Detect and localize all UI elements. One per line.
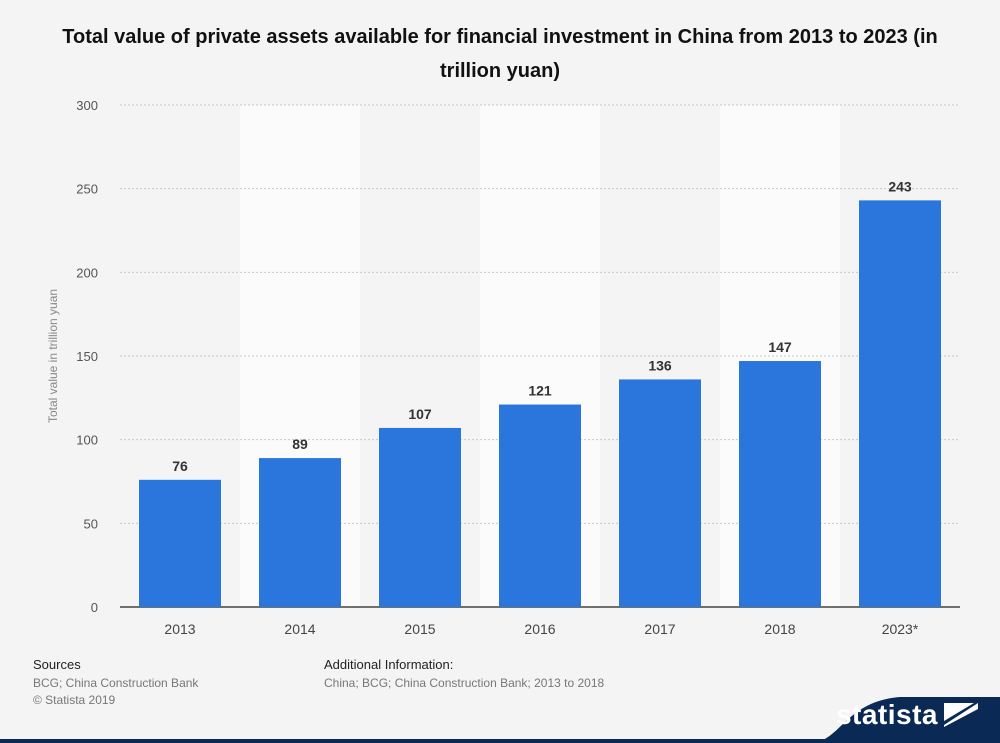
statista-brand[interactable]: statista [770, 683, 1000, 743]
bar [259, 458, 341, 607]
x-tick-label: 2014 [284, 621, 315, 637]
bar [739, 361, 821, 607]
y-tick-label: 300 [76, 98, 98, 113]
sources-label: Sources [33, 657, 81, 672]
data-label: 121 [528, 383, 552, 399]
data-label: 76 [172, 458, 188, 474]
y-tick-label: 150 [76, 349, 98, 364]
x-tick-label: 2023* [882, 621, 919, 637]
statista-logo-icon [944, 703, 978, 727]
sources-text: BCG; China Construction Bank [33, 676, 199, 690]
y-tick-label: 50 [84, 516, 98, 531]
data-label: 89 [292, 436, 308, 452]
bar [859, 200, 941, 607]
bar-chart: 0 50 100 150 200 250 300 Total value in trillio… [46, 98, 960, 637]
bar [619, 379, 701, 607]
additional-info-label: Additional Information: [324, 657, 454, 672]
y-axis-title: Total value in trillion yuan [46, 289, 60, 423]
brand-name: statista [835, 699, 938, 730]
y-tick-label: 100 [76, 433, 98, 448]
x-tick-label: 2013 [164, 621, 195, 637]
x-tick-label: 2016 [524, 621, 555, 637]
bar [379, 427, 461, 607]
data-label: 147 [768, 339, 792, 355]
x-tick-label: 2015 [404, 621, 435, 637]
bar [499, 404, 581, 607]
y-tick-label: 0 [91, 600, 98, 615]
bottom-accent-line [0, 739, 1000, 743]
additional-info-text: China; BCG; China Construction Bank; 201… [324, 676, 605, 690]
chart-title: Total value of private assets available … [62, 26, 938, 82]
y-tick-label: 250 [76, 182, 98, 197]
bar [139, 479, 221, 607]
data-label: 107 [408, 406, 432, 422]
x-tick-label: 2017 [644, 621, 675, 637]
x-tick-label: 2018 [764, 621, 795, 637]
data-label: 243 [888, 178, 912, 194]
copyright-text: © Statista 2019 [33, 693, 116, 707]
data-label: 136 [648, 357, 672, 373]
y-tick-label: 200 [76, 265, 98, 280]
